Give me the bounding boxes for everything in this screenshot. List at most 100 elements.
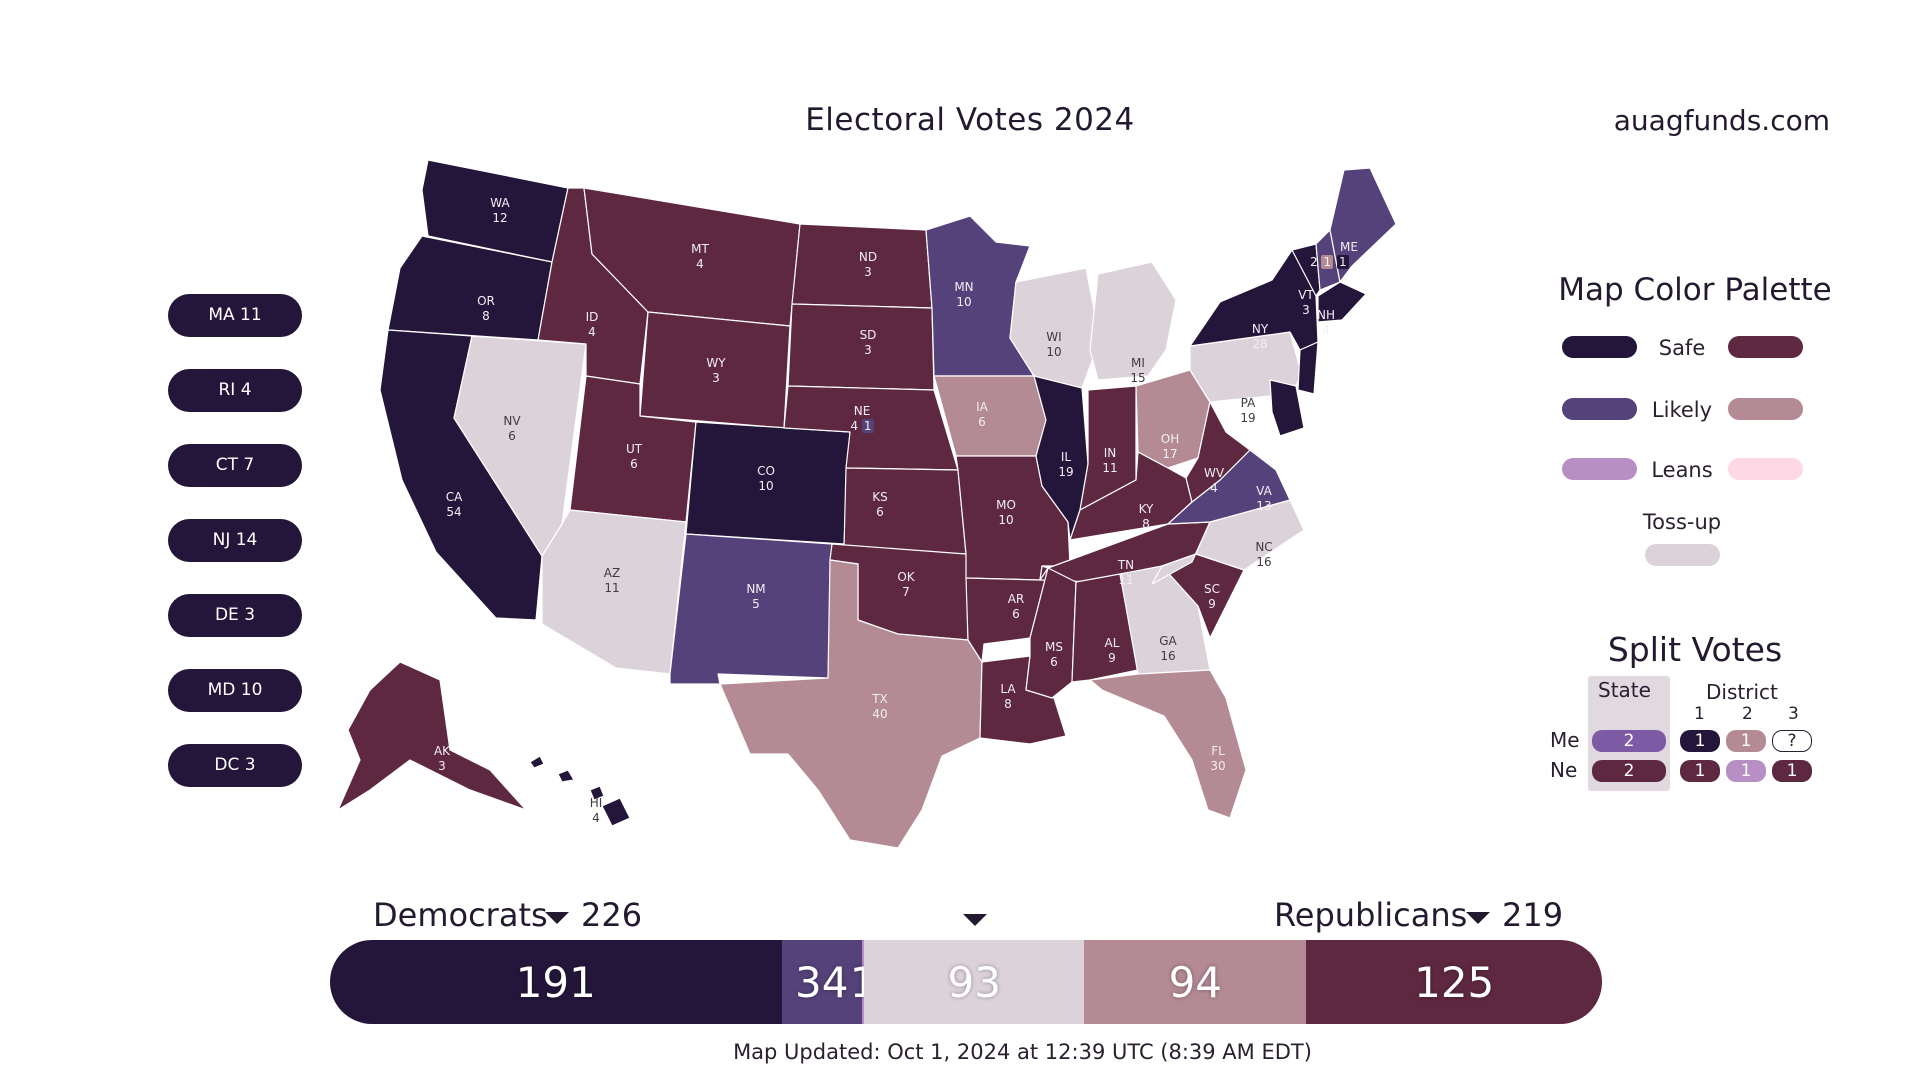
state-MA[interactable] (1317, 281, 1367, 323)
state-label-OH: OH 17 (1160, 432, 1180, 461)
legend-tossup-label: Toss-up (1642, 510, 1722, 534)
state-NJ[interactable] (1297, 341, 1319, 395)
map-updated-text: Map Updated: Oct 1, 2024 at 12:39 UTC (8… (733, 1040, 1312, 1064)
legend-safe-label: Safe (1658, 336, 1706, 360)
state-label-NM: NM 5 (746, 582, 766, 611)
state-label-WA: WA 12 (490, 196, 510, 225)
dem-caret-icon[interactable] (545, 912, 569, 924)
split-ne-d1-chip: 1 (1680, 760, 1720, 782)
legend-leans-label: Leans (1651, 458, 1713, 482)
state-IL[interactable] (1033, 375, 1089, 541)
small-state-pill[interactable]: RI 4 (168, 369, 302, 412)
state-NC[interactable] (1151, 499, 1305, 585)
state-label-KS: KS 6 (872, 490, 888, 519)
state-label-UT: UT 6 (625, 442, 643, 471)
state-label-MT: MT 4 (691, 242, 709, 271)
bar-segment-tossup: 93 (864, 940, 1085, 1024)
state-HI[interactable] (529, 755, 631, 827)
legend-likely-rep-swatch (1728, 398, 1803, 420)
split-ne-state-chip: 2 (1592, 760, 1666, 782)
state-label-AK: AK 3 (433, 744, 451, 773)
split-votes-title: Split Votes (1607, 630, 1783, 669)
dem-label: Democrats (373, 896, 548, 934)
state-label-AR: AR 6 (1007, 592, 1025, 621)
state-label-NY: NY 28 (1251, 322, 1269, 351)
state-FL[interactable] (1089, 669, 1247, 819)
state-label-AZ: AZ 11 (603, 566, 621, 595)
split-me-d3-chip: ? (1772, 730, 1812, 752)
split-district-number: 3 (1788, 704, 1799, 724)
state-WV[interactable] (1185, 401, 1251, 503)
state-TX[interactable] (719, 559, 983, 849)
rep-label: Republicans (1274, 896, 1468, 934)
split-ne-d2-chip: 1 (1726, 760, 1766, 782)
state-label-TN: TN 11 (1117, 558, 1135, 587)
legend-leans-dem-swatch (1562, 458, 1637, 480)
state-label-SD: SD 3 (859, 328, 877, 357)
bar-segment-likely-rep: 94 (1084, 940, 1307, 1024)
state-label-MS: MS 6 (1045, 640, 1063, 669)
site-name[interactable]: auagfunds.com (1613, 104, 1830, 137)
us-map: WA 12 OR 8 CA 54 NV 6 ID 4 MT 4 WY 3 UT 6 AZ 11 C… (330, 150, 1510, 880)
state-label-OR: OR 8 (477, 294, 495, 323)
map-title: Electoral Votes 2024 (805, 102, 1135, 138)
state-label-NC: NC 16 (1255, 540, 1273, 569)
state-label-IA: IA 6 (976, 400, 988, 429)
palette-title: Map Color Palette (1558, 272, 1832, 308)
legend-likely-label: Likely (1651, 398, 1713, 422)
legend-safe-rep-swatch (1728, 336, 1803, 358)
bar-segment-safe-rep: 125 (1306, 940, 1602, 1024)
state-MD[interactable] (1269, 379, 1305, 437)
state-label-AL: AL 9 (1104, 636, 1120, 665)
state-GA[interactable] (1119, 565, 1211, 675)
state-AL[interactable] (1071, 573, 1139, 683)
state-label-KY: KY 8 (1138, 502, 1154, 531)
state-label-IN: IN 11 (1102, 446, 1118, 475)
legend-tossup-swatch (1645, 544, 1720, 566)
state-label-ND: ND 3 (858, 250, 878, 279)
state-MS[interactable] (1025, 567, 1077, 699)
split-district-number: 2 (1742, 704, 1753, 724)
legend-leans-rep-swatch (1728, 458, 1803, 480)
rep-caret-icon[interactable] (1466, 912, 1490, 924)
small-state-pill[interactable]: CT 7 (168, 444, 302, 487)
split-row-label: Me (1550, 728, 1580, 752)
small-state-pill[interactable]: NJ 14 (168, 519, 302, 562)
maine-state-chip: 2 (1310, 255, 1318, 269)
rep-total: 219 (1502, 896, 1564, 934)
state-MI[interactable] (1089, 261, 1177, 381)
state-label-IL: IL 19 (1058, 450, 1074, 479)
state-label-CA: CA 54 (445, 490, 463, 519)
electoral-vote-bar: 191 34 1 93 94 125 (330, 940, 1602, 1024)
bar-segment-likely-dem: 34 (781, 940, 862, 1024)
state-label-VA: VA 13 (1256, 484, 1272, 513)
state-AZ[interactable] (541, 509, 687, 675)
state-label-MO: MO 10 (996, 498, 1016, 527)
small-state-pill[interactable]: DE 3 (168, 594, 302, 637)
state-AK[interactable] (337, 661, 527, 811)
split-district-number: 1 (1694, 704, 1705, 724)
small-state-pill[interactable]: MD 10 (168, 669, 302, 712)
state-label-VT: VT 3 (1298, 288, 1314, 317)
state-label-GA: GA 16 (1159, 634, 1177, 663)
small-state-pill[interactable]: MA 11 (168, 294, 302, 337)
split-ne-d3-chip: 1 (1772, 760, 1812, 782)
nebraska-district-chip: 1 (861, 419, 874, 433)
bar-segment-safe-dem: 191 (330, 940, 782, 1024)
state-label-HI: HI 4 (589, 796, 603, 825)
maine-district-chip: 1 (1336, 255, 1349, 269)
small-state-pill[interactable]: DC 3 (168, 744, 302, 787)
state-label-TX: TX 40 (872, 692, 888, 721)
state-label-LA: LA 8 (1000, 682, 1016, 711)
center-caret-icon[interactable] (963, 914, 987, 926)
split-district-header: District (1706, 680, 1778, 704)
legend-safe-dem-swatch (1562, 336, 1637, 358)
split-row-label: Ne (1550, 758, 1578, 782)
state-label-CO: CO 10 (757, 464, 775, 493)
state-label-MN: MN 10 (954, 280, 974, 309)
state-label-NV: NV 6 (503, 414, 521, 443)
state-label-WY: WY 3 (706, 356, 726, 385)
legend-likely-dem-swatch (1562, 398, 1637, 420)
state-label-WV: WV 4 (1203, 466, 1225, 495)
state-label-MI: MI 15 (1130, 356, 1146, 385)
